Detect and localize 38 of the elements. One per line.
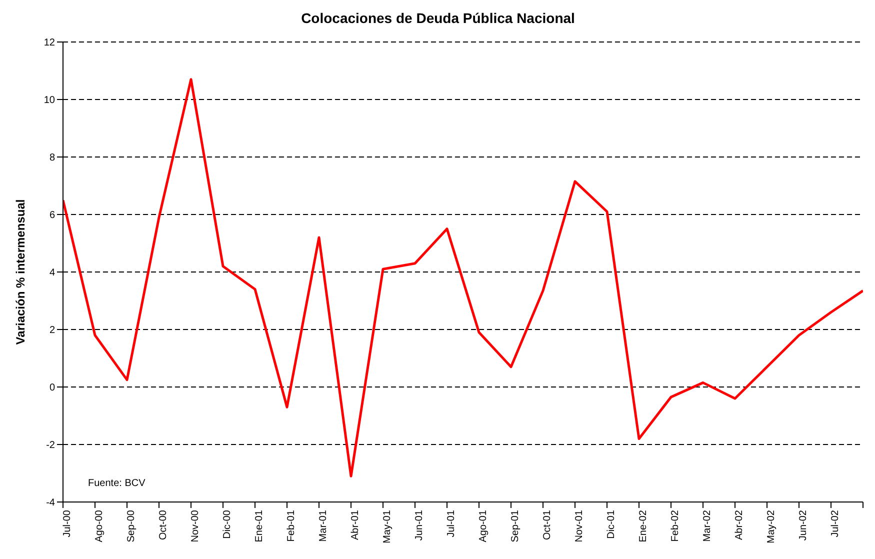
x-tick-label: Dic-00 (222, 510, 234, 539)
x-tick-label: Dic-01 (606, 510, 618, 539)
x-tick-label: Jun-01 (414, 510, 426, 541)
x-tick-label: Oct-01 (542, 510, 554, 540)
chart-title: Colocaciones de Deuda Pública Nacional (300, 9, 576, 28)
y-tick-label: -4 (46, 498, 56, 509)
x-tick-label: Nov-01 (574, 510, 586, 542)
x-tick-label: Oct-00 (158, 510, 170, 540)
x-tick-label: Abr-01 (350, 510, 362, 540)
x-tick-label: Jul-00 (62, 510, 74, 538)
y-tick-label: 10 (44, 95, 56, 106)
y-tick-label: 4 (49, 268, 56, 279)
x-tick-label: Jun-02 (798, 510, 810, 541)
x-tick-label: Feb-01 (286, 510, 298, 542)
x-tick-label: Jul-02 (830, 510, 842, 538)
x-tick-label: Ene-02 (638, 510, 650, 542)
y-tick-label: 6 (49, 210, 56, 222)
y-tick-label: -2 (46, 440, 56, 452)
x-tick-label: Sep-01 (510, 510, 522, 542)
x-tick-label: Ene-01 (254, 510, 266, 542)
y-tick-label: 2 (49, 325, 56, 336)
x-tick-label: May-01 (382, 510, 394, 544)
x-tick-label: Ago-00 (94, 510, 106, 542)
y-axis-title: Variación % intermensual (13, 199, 28, 345)
x-tick-label: Ago-01 (478, 510, 490, 542)
x-tick-label: Abr-02 (734, 510, 746, 540)
line-series (63, 78, 863, 478)
y-tick-label: 8 (49, 152, 56, 164)
x-tick-label: Nov-00 (190, 510, 202, 542)
x-tick-label: Mar-01 (318, 510, 330, 542)
annotation: Fuente: BCV (88, 478, 146, 489)
y-tick-label: 0 (49, 382, 56, 394)
x-tick-label: Feb-02 (670, 510, 682, 542)
y-tick-label: 12 (44, 38, 56, 49)
x-tick-label: May-02 (766, 510, 778, 544)
x-tick-label: Mar-02 (702, 510, 714, 542)
x-tick-label: Jul-01 (446, 510, 458, 538)
x-tick-label: Sep-00 (126, 510, 138, 542)
